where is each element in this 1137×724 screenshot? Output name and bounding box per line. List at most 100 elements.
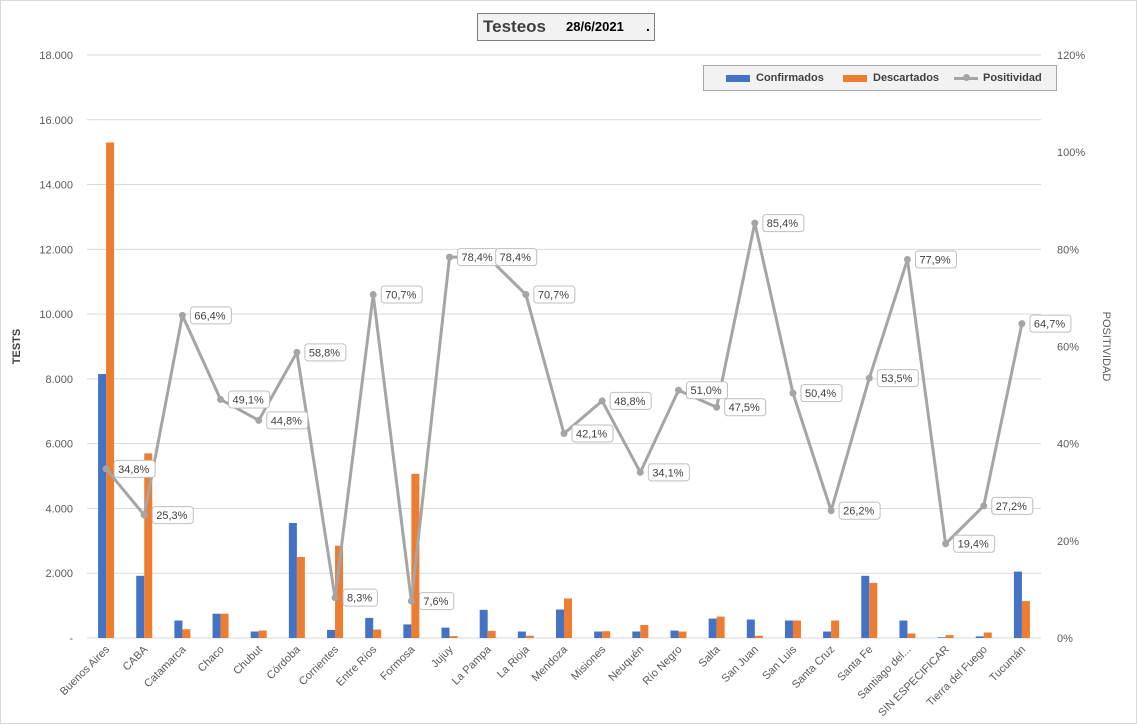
x-tick-label: Salta (697, 643, 724, 670)
bar-descartados (602, 631, 611, 638)
data-label: 85,4% (767, 218, 798, 230)
positividad-point (865, 374, 873, 382)
data-label-box (876, 369, 919, 388)
bar-descartados (1021, 601, 1030, 638)
data-label-box (953, 534, 996, 553)
bar-confirmados (98, 374, 107, 638)
x-tick-label: SIN ESPECIFICAR (876, 644, 952, 720)
x-tick-label: Jujuy (429, 643, 456, 670)
bar-confirmados (403, 624, 412, 638)
bar-descartados (258, 630, 267, 638)
y2-tick-label: 0% (1057, 633, 1073, 645)
data-label-box (266, 411, 309, 430)
positividad-point (407, 597, 415, 605)
y-tick-label: 12.000 (39, 244, 73, 256)
data-label-box (228, 390, 271, 409)
bar-descartados (373, 629, 382, 638)
positividad-point (942, 540, 950, 548)
bar-confirmados (861, 575, 870, 638)
x-tick-label: La Pampa (450, 643, 495, 688)
bar-confirmados (174, 620, 183, 638)
data-label: 50,4% (805, 388, 836, 400)
data-label: 58,8% (309, 347, 340, 359)
y-tick-label: 14.000 (39, 180, 73, 192)
data-label-box (991, 496, 1034, 515)
positividad-point (217, 395, 225, 403)
data-label: 8,3% (347, 593, 372, 605)
data-label: 42,1% (576, 428, 607, 440)
data-label-box (800, 384, 843, 403)
x-tick-label: CABA (121, 643, 151, 673)
bar-confirmados (441, 627, 450, 638)
data-label: 48,8% (614, 396, 645, 408)
chart-title-suffix: . (646, 18, 650, 34)
positividad-point (636, 468, 644, 476)
data-label-box (838, 501, 881, 520)
data-label: 66,4% (194, 310, 225, 322)
y-tick-label: 16.000 (39, 115, 73, 127)
chart-title-date: 28/6/2021 (566, 19, 624, 34)
legend-label-descartados: Descartados (873, 72, 940, 84)
bar-descartados (792, 620, 801, 638)
data-label: 53,5% (881, 373, 912, 385)
bar-confirmados (517, 631, 526, 638)
bar-descartados (678, 631, 687, 638)
x-tick-label: San Luis (760, 643, 799, 682)
y-tick-label: 18.000 (39, 50, 73, 62)
bar-descartados (335, 545, 344, 638)
bar-descartados (487, 630, 496, 638)
data-label-box (189, 306, 232, 325)
data-label: 25,3% (156, 510, 187, 522)
data-label: 78,4% (462, 252, 493, 264)
x-tick-label: Río Negro (641, 644, 685, 688)
bar-confirmados (670, 630, 679, 638)
y-axis-title: TESTS (11, 329, 23, 364)
data-label: 47,5% (729, 402, 760, 414)
data-label: 27,2% (996, 501, 1027, 513)
legend-swatch-descartados (843, 74, 867, 82)
y2-tick-label: 20% (1057, 536, 1079, 548)
bar-confirmados (937, 637, 946, 638)
data-label-box (380, 285, 423, 304)
x-tick-label: Chaco (196, 644, 227, 675)
bar-descartados (220, 613, 229, 638)
legend-item-descartados: Descartados (843, 71, 939, 85)
legend-swatch-positividad (954, 73, 978, 81)
y2-tick-label: 60% (1057, 342, 1079, 354)
bar-descartados (106, 142, 115, 638)
data-label: 44,8% (271, 415, 302, 427)
positividad-point (331, 594, 339, 602)
data-label: 49,1% (233, 394, 264, 406)
y2-tick-label: 100% (1057, 147, 1085, 159)
data-label-box (571, 424, 614, 443)
positividad-point (751, 219, 759, 227)
bar-descartados (754, 635, 763, 638)
bar-descartados (945, 635, 954, 638)
y2-tick-label: 40% (1057, 439, 1079, 451)
bar-confirmados (556, 609, 564, 638)
x-tick-label: La Rioja (495, 643, 533, 681)
y-tick-label: 6.000 (45, 439, 73, 451)
data-label-box (495, 248, 538, 267)
positividad-point (980, 502, 988, 510)
positividad-point (102, 465, 110, 473)
x-tick-label: Formosa (378, 643, 418, 683)
bar-confirmados (899, 620, 908, 638)
positividad-point (178, 311, 186, 319)
bar-confirmados (823, 631, 832, 638)
bar-descartados (449, 636, 458, 638)
bar-descartados (640, 625, 649, 638)
data-label: 26,2% (843, 506, 874, 518)
positividad-point (827, 507, 835, 515)
legend-label-positividad: Positividad (983, 72, 1042, 84)
x-tick-label: Córdoba (265, 643, 304, 682)
data-label: 7,6% (423, 596, 448, 608)
data-label: 78,4% (500, 252, 531, 264)
x-tick-label: Santa Fe (835, 644, 875, 684)
positividad-point (598, 397, 606, 405)
y2-axis-title: POSITIVIDAD (1100, 312, 1112, 382)
bar-confirmados (594, 631, 603, 638)
bar-confirmados (250, 631, 259, 638)
